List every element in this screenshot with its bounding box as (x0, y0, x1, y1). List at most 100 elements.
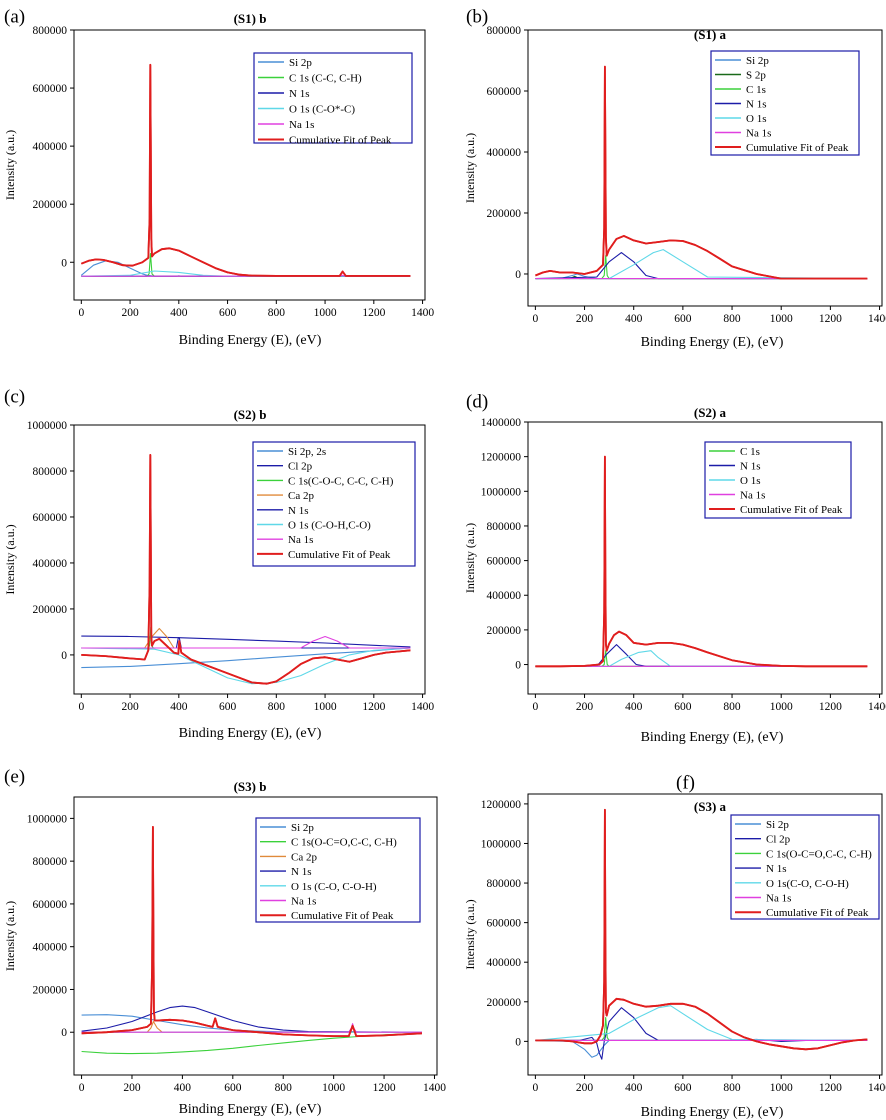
x-tick-label: 600 (224, 1082, 242, 1094)
y-tick-label: 600000 (33, 899, 68, 911)
y-tick-label: 800000 (487, 521, 522, 533)
x-tick-label: 600 (674, 1082, 692, 1094)
legend-entry: Cumulative Fit of Peak (766, 907, 869, 919)
legend-entry: Si 2p (289, 57, 312, 69)
legend-entry: Si 2p (291, 822, 314, 834)
x-tick-label: 1000 (770, 313, 793, 325)
chart-panel-d: (d) (S2) a 0 200 400 600 800 1000 1200 1400 0 20000… (463, 391, 886, 745)
y-axis-label: Intensity (a.u.) (3, 901, 17, 971)
legend-entry: Cumulative Fit of Peak (291, 910, 394, 922)
x-tick-label: 1200 (819, 313, 842, 325)
y-tick-label: 200000 (487, 625, 522, 637)
series-line-si-2p (81, 1014, 422, 1033)
x-tick-label: 1200 (362, 307, 385, 319)
y-tick-label: 0 (515, 660, 521, 672)
legend-entry: Cumulative Fit of Peak (288, 549, 391, 561)
legend-entry: Si 2p, 2s (288, 446, 326, 458)
y-tick-label: 400000 (487, 590, 522, 602)
x-tick-label: 0 (78, 307, 84, 319)
legend: Si 2p S 2p C 1s N 1s O 1s Na 1s Cumulative Fit… (710, 50, 860, 156)
legend-box (252, 441, 416, 567)
x-tick-label: 0 (533, 701, 539, 713)
legend-entry: S 2p (746, 70, 766, 82)
y-axis-label: Intensity (a.u.) (463, 899, 477, 969)
x-tick-label: 600 (674, 701, 692, 713)
legend-entry: O 1s(C-O, C-O-H) (766, 878, 849, 890)
x-tick-label: 1000 (314, 307, 337, 319)
x-tick-label: 1400 (868, 1082, 886, 1094)
x-tick-label: 400 (625, 701, 643, 713)
chart-panel-f: (f) (S3) a 0 200 400 600 800 1000 1200 1400 0 20000… (463, 772, 886, 1120)
series-group (535, 65, 868, 280)
x-tick-label: 800 (723, 1082, 741, 1094)
panel-label: (c) (4, 386, 25, 407)
x-tick-label: 800 (268, 307, 286, 319)
legend-entry: Si 2p (766, 819, 789, 831)
legend-entry: N 1s (289, 88, 309, 100)
chart-panel-b: (b) (S1) a 0 200 400 600 800 1000 1200 1400 0 20000… (463, 6, 886, 350)
legend-entry: Na 1s (291, 896, 316, 908)
x-tick-label: 800 (275, 1082, 293, 1094)
y-tick-label: 1000000 (27, 420, 68, 432)
x-tick-label: 1000 (314, 701, 337, 713)
y-tick-label: 1200000 (481, 452, 522, 464)
legend-entry: Ca 2p (288, 490, 314, 502)
legend-entry: N 1s (291, 866, 311, 878)
series-line-c-1s (535, 650, 868, 667)
x-tick-label: 1200 (819, 1082, 842, 1094)
legend: Si 2p C 1s (C-C, C-H) N 1s O 1s (C-O*-C) Na … (253, 52, 413, 147)
series-line-n-1s (81, 637, 411, 649)
series-line-cumulative-top (80, 63, 411, 277)
legend-entry: Si 2p (746, 55, 769, 67)
series-line-cl-2p (81, 635, 411, 648)
legend-entry: Ca 2p (291, 851, 317, 863)
y-tick-label: 800000 (33, 856, 68, 868)
plot-frame (527, 793, 883, 1076)
legend-box (255, 817, 421, 923)
y-tick-label: 800000 (33, 25, 68, 37)
panel-label: (b) (466, 6, 488, 27)
x-tick-label: 0 (78, 701, 84, 713)
y-axis-label: Intensity (a.u.) (3, 130, 17, 200)
x-axis-label: Binding Energy (E), (eV) (641, 335, 784, 350)
series-line-c-1s-o-c-o-c-c-c-h (81, 1032, 422, 1055)
series-group (81, 826, 422, 1055)
plot-frame (73, 424, 426, 695)
x-tick-label: 800 (723, 313, 741, 325)
series-group (535, 808, 868, 1060)
legend-entry: N 1s (766, 863, 786, 875)
series-line-si-2p (535, 1039, 868, 1058)
chart-title: (S2) b (234, 407, 267, 422)
x-tick-label: 1200 (373, 1082, 396, 1094)
y-tick-label: 600000 (487, 86, 522, 98)
legend-entry: Na 1s (288, 534, 313, 546)
legend-entry: N 1s (288, 505, 308, 517)
chart-title: (S3) b (234, 779, 267, 794)
legend-entry: Cl 2p (766, 834, 791, 846)
legend-entry: Cumulative Fit of Peak (740, 504, 843, 516)
y-tick-label: 200000 (33, 604, 68, 616)
plot-frame (73, 796, 438, 1076)
x-tick-label: 0 (533, 313, 539, 325)
series-line-si-2p (80, 260, 411, 277)
series-line-n-1s (535, 644, 868, 667)
y-tick-label: 0 (515, 1036, 521, 1048)
x-tick-label: 1000 (770, 701, 793, 713)
series-group (81, 453, 411, 685)
x-tick-label: 200 (121, 701, 139, 713)
y-tick-label: 800000 (487, 878, 522, 890)
y-tick-label: 1000000 (27, 813, 68, 825)
legend-entry: O 1s (C-O, C-O-H) (291, 881, 377, 893)
legend: C 1s N 1s O 1s Na 1s Cumulative Fit of Peak (704, 441, 852, 519)
x-tick-label: 1400 (411, 307, 434, 319)
y-tick-label: 0 (61, 1027, 67, 1039)
y-tick-label: 1000000 (481, 838, 522, 850)
legend: Si 2p C 1s(O-C=O,C-C, C-H) Ca 2p N 1s O 1s (… (255, 817, 421, 923)
x-axis-label: Binding Energy (E), (eV) (179, 726, 322, 741)
legend-entry: Na 1s (289, 119, 314, 131)
panel-label: (d) (466, 391, 488, 412)
legend-entry: N 1s (740, 461, 760, 473)
legend-entry: O 1s (C-O-H,C-O) (288, 520, 371, 532)
y-tick-label: 400000 (487, 957, 522, 969)
